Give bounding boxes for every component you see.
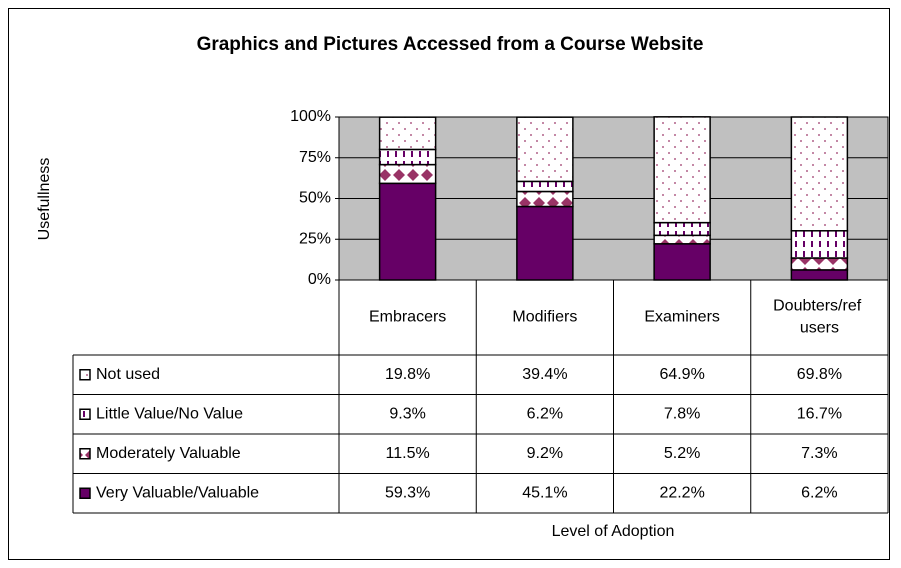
bar-segment bbox=[790, 269, 849, 281]
bar-segment bbox=[653, 234, 711, 245]
x-tick-label: Doubters/ref users bbox=[773, 298, 865, 337]
legend-label: Very Valuable/Valuable bbox=[96, 484, 259, 501]
legend-swatch bbox=[79, 448, 91, 460]
table-value: 9.2% bbox=[527, 445, 563, 462]
y-tick-label: 25% bbox=[299, 230, 331, 247]
bar-segment bbox=[653, 221, 711, 237]
legend-label: Not used bbox=[96, 366, 160, 383]
table-value: 5.2% bbox=[664, 445, 700, 462]
bar-segment bbox=[790, 230, 849, 259]
legend-swatch bbox=[79, 487, 91, 499]
bar-segment bbox=[378, 148, 437, 166]
x-axis-label: Level of Adoption bbox=[552, 523, 675, 540]
x-tick-label: Examiners bbox=[644, 309, 720, 326]
x-tick-label: Modifiers bbox=[512, 309, 577, 326]
table-value: 6.2% bbox=[527, 405, 563, 422]
table-value: 69.8% bbox=[797, 366, 842, 383]
bar-segment bbox=[516, 180, 574, 193]
table-value: 9.3% bbox=[389, 405, 425, 422]
table-value: 16.7% bbox=[797, 405, 842, 422]
y-axis-label: Usefullness bbox=[36, 158, 53, 241]
table-value: 22.2% bbox=[659, 484, 704, 501]
bar-segment bbox=[790, 116, 849, 232]
table-value: 45.1% bbox=[522, 484, 567, 501]
chart-frame bbox=[8, 8, 890, 560]
y-tick-label: 100% bbox=[290, 108, 331, 125]
bar-segment bbox=[653, 243, 711, 281]
table-value: 6.2% bbox=[801, 484, 837, 501]
table-value: 64.9% bbox=[659, 366, 704, 383]
table-value: 11.5% bbox=[386, 445, 430, 462]
bar-segment bbox=[516, 116, 574, 183]
table-value: 19.8% bbox=[385, 366, 430, 383]
bar-segment bbox=[653, 116, 711, 224]
x-tick-label: Embracers bbox=[369, 309, 446, 326]
legend-swatch bbox=[79, 408, 91, 420]
y-tick-label: 0% bbox=[308, 271, 331, 288]
bar-segment bbox=[378, 182, 437, 281]
bar-segment bbox=[378, 163, 437, 185]
bar-segment bbox=[516, 190, 574, 208]
legend-label: Little Value/No Value bbox=[96, 405, 243, 422]
bar-segment bbox=[790, 257, 849, 271]
table-value: 7.8% bbox=[664, 405, 700, 422]
table-value: 7.3% bbox=[801, 445, 837, 462]
legend-label: Moderately Valuable bbox=[96, 445, 241, 462]
legend-swatch bbox=[79, 369, 91, 381]
y-tick-label: 75% bbox=[299, 149, 331, 166]
y-tick-label: 50% bbox=[299, 190, 331, 207]
table-value: 59.3% bbox=[385, 484, 430, 501]
chart-title: Graphics and Pictures Accessed from a Co… bbox=[197, 34, 704, 55]
bar-segment bbox=[378, 116, 437, 151]
bar-segment bbox=[516, 205, 574, 281]
table-value: 39.4% bbox=[522, 366, 567, 383]
